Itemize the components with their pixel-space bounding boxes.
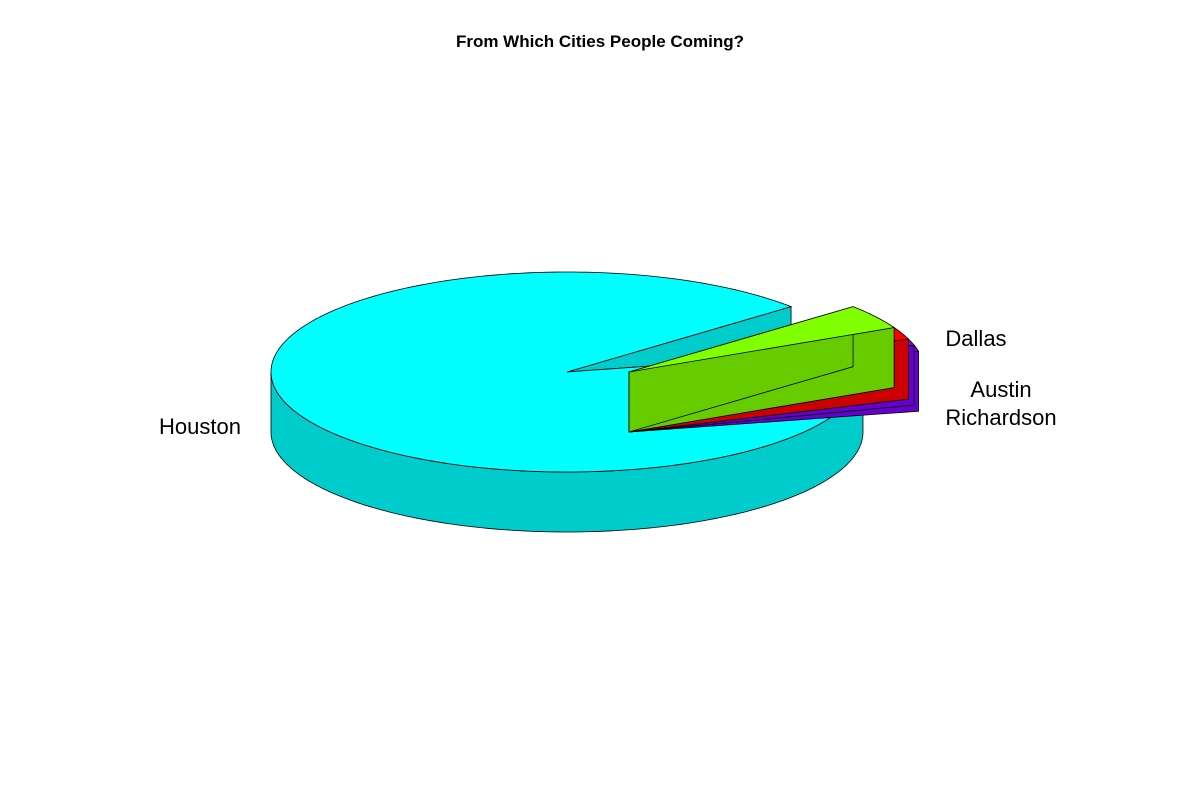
slice-label-dallas: Dallas: [945, 326, 1006, 351]
chart-title: From Which Cities People Coming?: [456, 32, 744, 51]
slice-top: [628, 306, 896, 373]
slices-layer: [270, 271, 920, 533]
slice-label-richardson: Richardson: [945, 405, 1056, 430]
labels-layer: Houston Dallas Austin Richardson: [159, 326, 1057, 439]
pie-slice-dallas: [628, 306, 896, 433]
slice-label-houston: Houston: [159, 414, 241, 439]
slice-label-austin: Austin: [970, 377, 1031, 402]
